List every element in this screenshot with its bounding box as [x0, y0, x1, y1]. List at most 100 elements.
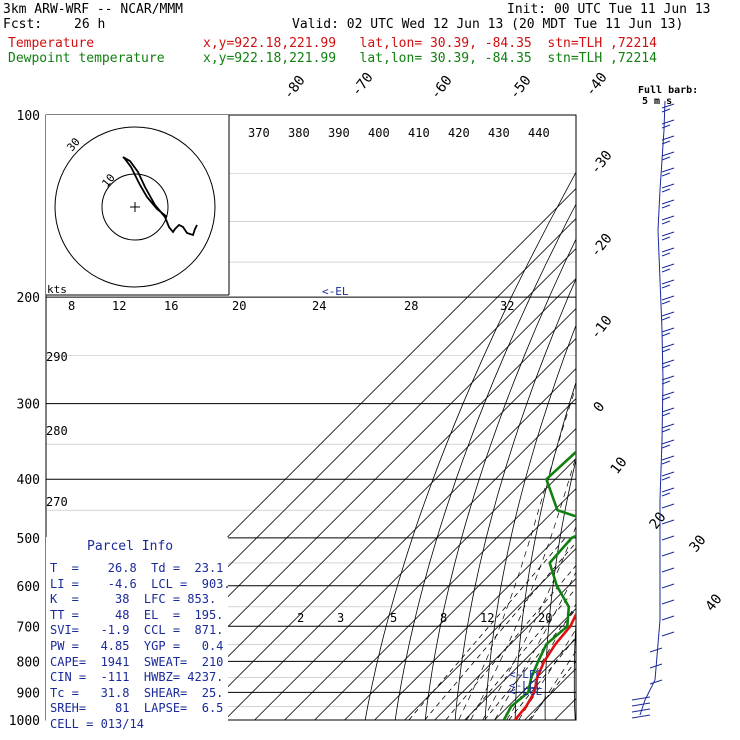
isotherm-label--20: -20	[588, 231, 616, 261]
wind-barb	[661, 263, 675, 269]
isotherm	[404, 548, 576, 720]
pressure-label-300: 300	[17, 398, 40, 413]
isotherm-label--70: -70	[349, 70, 377, 100]
moist-adiabat	[494, 571, 576, 720]
wind-barb	[661, 108, 671, 113]
hodograph-ring-label-24: 24	[312, 299, 326, 313]
dry-adiabat	[732, 115, 740, 720]
pressure-label-200: 200	[17, 291, 40, 306]
wind-barb	[661, 156, 671, 161]
wind-barb	[661, 535, 675, 541]
wind-shaft	[659, 279, 663, 331]
wind-barb	[661, 103, 675, 109]
wind-shaft	[659, 159, 663, 191]
isotherm-label-10: 10	[608, 454, 631, 477]
parcel-info-row: TT = 48 EL = 195.	[50, 607, 224, 622]
wind-shaft	[663, 100, 666, 131]
wind-barb	[661, 220, 671, 225]
wind-barb	[661, 119, 675, 125]
isotherm	[134, 278, 576, 720]
wind-barb	[661, 236, 671, 241]
mixing-ratio-line	[445, 564, 576, 720]
wind-barb	[661, 167, 675, 173]
wind-barb	[631, 708, 651, 713]
pressure-label-1000: 1000	[9, 714, 40, 729]
isotherm	[344, 488, 576, 720]
moist-adiabat	[482, 525, 576, 720]
dry-adiabat	[394, 203, 576, 720]
theta-label-390: 390	[328, 126, 350, 140]
wind-shaft	[661, 129, 665, 161]
wind-barb	[661, 487, 675, 493]
wind-barb	[661, 471, 675, 477]
hodograph-ring-label-20: 20	[232, 299, 246, 313]
dry-adiabat	[630, 115, 740, 720]
wind-barb	[661, 343, 675, 349]
wind-header-units: 5 m s	[642, 96, 672, 107]
wind-shaft	[657, 229, 661, 281]
isotherm-label--40: -40	[583, 70, 611, 100]
moist-adiabat	[518, 628, 576, 720]
theta-left-label-270: 270	[46, 495, 68, 509]
parcel-info-row: CELL = 013/14	[50, 717, 144, 731]
dry-adiabat	[484, 324, 576, 720]
dry-adiabat	[364, 171, 576, 720]
theta-label-400: 400	[368, 126, 390, 140]
hodograph-ring-label-32: 32	[500, 299, 514, 313]
dry-adiabat	[514, 381, 576, 720]
moist-adiabat	[530, 650, 576, 720]
parcel-info-title: Parcel Info	[87, 539, 174, 554]
theta-label-370: 370	[248, 126, 270, 140]
hodograph-ring-label-12: 12	[112, 299, 126, 313]
dewpoint-trace	[502, 450, 576, 720]
wind-barb	[661, 348, 671, 353]
isotherm	[434, 578, 576, 720]
parcel-info-row: SREH= 81 LAPSE= 6.5	[50, 701, 224, 716]
dry-adiabat	[708, 115, 740, 720]
pressure-label-700: 700	[17, 620, 40, 635]
wind-barb	[661, 295, 675, 301]
isotherm-label--30: -30	[588, 148, 616, 178]
theta-label-430: 430	[488, 126, 510, 140]
isotherm-label--50: -50	[507, 73, 535, 103]
wind-barb	[661, 476, 671, 481]
wind-barb	[661, 327, 675, 333]
pressure-label-100: 100	[17, 109, 40, 124]
theta-left-label-280: 280	[46, 424, 68, 438]
isotherm-label--80: -80	[281, 73, 309, 103]
isotherm-label-30: 30	[687, 532, 710, 555]
wind-barb	[631, 696, 651, 701]
wind-barb	[661, 391, 675, 397]
wind-barb	[661, 551, 675, 557]
wind-barb	[661, 455, 675, 461]
wind-shaft	[639, 699, 646, 716]
wind-barb	[661, 492, 671, 497]
wind-barb	[661, 396, 671, 401]
wind-barb	[661, 247, 675, 253]
wind-barb	[661, 375, 675, 381]
wind-barb	[661, 284, 671, 289]
moist-adiabat	[458, 385, 576, 720]
theta-label-410: 410	[408, 126, 430, 140]
mixing-ratio-line	[508, 636, 576, 720]
wind-barb	[661, 380, 671, 385]
hodograph-panel	[46, 115, 229, 295]
wind-barb	[661, 140, 671, 145]
wind-barb	[661, 183, 675, 189]
mixing-ratio-line	[465, 587, 576, 720]
wind-barb	[661, 631, 675, 637]
wind-barb	[661, 423, 675, 429]
temperature-legend: Temperature	[8, 36, 95, 51]
wind-barb	[661, 231, 675, 237]
wind-barb	[661, 316, 671, 321]
wind-barb	[661, 615, 675, 621]
isotherm	[464, 608, 576, 720]
wind-barb	[661, 444, 671, 449]
temperature-trace	[513, 611, 576, 720]
hodograph-ring	[54, 126, 216, 288]
wind-barb	[661, 311, 675, 317]
dry-adiabat	[573, 616, 576, 720]
moist-adiabat	[470, 455, 576, 720]
mixing-ratio-line	[408, 537, 566, 720]
pressure-label-900: 900	[17, 686, 40, 701]
